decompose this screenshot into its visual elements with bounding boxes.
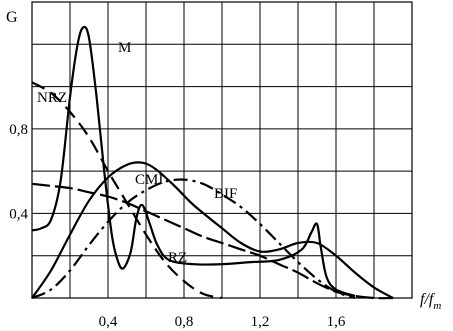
x-tick-label: 1,2 (251, 314, 270, 330)
series-line-cmi (31, 161, 394, 299)
tick-labels: 0,4 0,8 1,2 1,6 0,4 0,8 (9, 122, 346, 330)
y-tick-label: 0,8 (9, 122, 28, 138)
series-line-m (31, 25, 356, 297)
series-label-cmi: CMI (135, 172, 163, 188)
x-tick-label: 1,6 (327, 314, 346, 330)
x-axis-title-sub: m (433, 300, 441, 312)
series-label-bif: BIF (214, 186, 237, 202)
series-line-bif (31, 178, 356, 300)
series-line-rz (31, 182, 394, 300)
series-labels: M NRZ CMI BIF RZ (37, 40, 237, 266)
grid (32, 2, 412, 298)
series-label-nrz: NRZ (37, 90, 67, 106)
x-axis-title: f/fm (420, 291, 441, 312)
x-axis-title-main: f/f (420, 291, 436, 308)
series-label-rz: RZ (168, 250, 187, 266)
y-tick-label: 0,4 (9, 206, 28, 222)
y-axis-title: G (6, 9, 18, 26)
x-tick-label: 0,8 (175, 314, 194, 330)
series-label-m: M (118, 40, 131, 56)
series-line-nrz (31, 81, 223, 300)
x-tick-label: 0,4 (99, 314, 118, 330)
curves (31, 25, 394, 300)
